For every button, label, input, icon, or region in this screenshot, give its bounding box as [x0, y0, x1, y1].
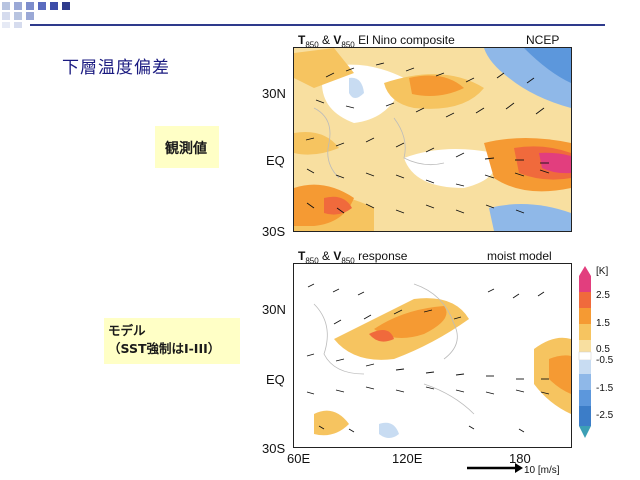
top-map-image	[294, 48, 571, 231]
bottom-lat-30n: 30N	[262, 302, 286, 317]
bottom-map-image	[294, 264, 571, 447]
bottom-title-v: V	[333, 249, 342, 263]
top-panel-title: T850 & V850 El Nino composite	[298, 33, 455, 49]
colorbar-tick-1.5: 1.5	[596, 318, 610, 329]
model-label: モデル （SST強制はI-III）	[104, 318, 240, 364]
colorbar-tick-0.5: 0.5	[596, 344, 610, 355]
bottom-title-sub2: 850	[341, 256, 355, 266]
top-lat-30s: 30S	[262, 224, 286, 239]
bottom-wind-arrows	[306, 283, 550, 433]
reference-vector-arrow	[467, 463, 523, 473]
bottom-panel-source: moist model	[487, 249, 552, 263]
slide-title: 下層温度偏差	[62, 58, 170, 78]
title-rule	[30, 24, 605, 26]
top-title-t: T	[298, 33, 306, 47]
top-title-v: V	[333, 33, 342, 47]
top-panel-source: NCEP	[526, 33, 560, 47]
bottom-title-sub1: 850	[305, 256, 319, 266]
reference-vector-label: 10 [m/s]	[524, 465, 560, 476]
bottom-lat-eq: EQ	[266, 372, 285, 387]
bottom-lat-30s: 30S	[262, 441, 286, 456]
top-title-amp: &	[318, 33, 334, 47]
top-lat-30n: 30N	[262, 86, 286, 101]
bottom-map-panel	[293, 263, 572, 448]
colorbar-tick-neg1.5: -1.5	[596, 383, 614, 394]
top-title-rest: El Nino composite	[354, 33, 455, 47]
bottom-title-t: T	[298, 249, 306, 263]
bottom-title-rest: response	[354, 249, 408, 263]
top-lat-eq: EQ	[266, 153, 285, 168]
observed-label: 観測値	[155, 126, 219, 168]
decorative-squares	[2, 2, 70, 28]
model-text-line1: モデル	[108, 323, 146, 338]
top-map-panel	[293, 47, 572, 232]
observed-text: 観測値	[165, 141, 207, 157]
bottom-panel-title: T850 & V850 response	[298, 249, 407, 265]
top-title-sub2: 850	[341, 40, 355, 50]
bottom-title-amp: &	[318, 249, 334, 263]
model-text-line2: （SST強制はI-III）	[108, 341, 221, 356]
colorbar-tick-neg2.5: -2.5	[596, 410, 614, 421]
top-wind-arrows	[305, 62, 550, 214]
colorbar-unit: [K]	[596, 266, 609, 277]
colorbar-tick-2.5: 2.5	[596, 290, 610, 301]
lon-60e: 60E	[287, 451, 311, 466]
lon-120e: 120E	[392, 451, 423, 466]
colorbar	[578, 266, 592, 438]
top-title-sub1: 850	[305, 40, 319, 50]
lon-180: 180	[509, 451, 531, 466]
colorbar-tick-neg0.5: -0.5	[596, 355, 614, 366]
